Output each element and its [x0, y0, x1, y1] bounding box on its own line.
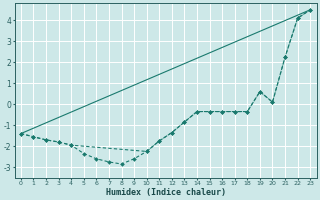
X-axis label: Humidex (Indice chaleur): Humidex (Indice chaleur): [106, 188, 226, 197]
